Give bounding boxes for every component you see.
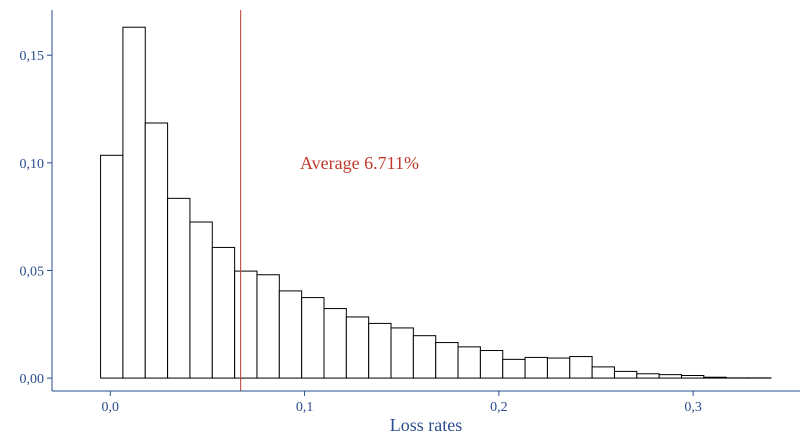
histogram-bar — [636, 373, 660, 379]
x-tick-label: 0,3 — [684, 400, 702, 415]
y-tick-label: 0,10 — [20, 157, 45, 172]
histogram-bar — [524, 356, 548, 379]
histogram-bar — [390, 327, 414, 379]
histogram-bar — [368, 322, 392, 379]
histogram-bar — [144, 122, 169, 379]
histogram-bar — [658, 374, 682, 379]
histogram-bar — [100, 154, 124, 379]
histogram-bar — [189, 221, 213, 379]
histogram-bar — [680, 375, 705, 379]
x-tick-label: 0,0 — [102, 400, 120, 415]
histogram-bar — [546, 357, 571, 379]
ticks-layer: 0,00 0,05 0,10 0,15 0,0 0,1 0,2 0,3 — [20, 49, 702, 415]
histogram-bar — [613, 370, 638, 379]
histogram-bar — [211, 246, 236, 379]
histogram-bar — [234, 270, 258, 379]
histogram-bar — [412, 335, 437, 379]
histogram-bar — [323, 308, 347, 379]
histogram-bar — [479, 350, 504, 379]
histogram-bar — [345, 316, 370, 379]
histogram-bar — [435, 342, 459, 379]
histogram-bar — [256, 274, 280, 379]
x-axis-title: Loss rates — [390, 415, 462, 435]
average-annotation: Average 6.711% — [300, 153, 419, 173]
y-tick-label: 0,05 — [20, 264, 45, 279]
x-tick-label: 0,2 — [490, 400, 508, 415]
histogram-bar — [703, 376, 727, 379]
histogram-bar — [122, 26, 146, 379]
histogram-bar — [502, 358, 526, 379]
histogram-bar — [569, 356, 593, 379]
histogram-bar — [301, 297, 325, 379]
y-tick-label: 0,00 — [20, 372, 45, 387]
histogram-bar — [591, 366, 615, 379]
histogram-bar — [167, 197, 191, 379]
y-tick-label: 0,15 — [20, 49, 45, 64]
histogram-bar — [278, 290, 303, 379]
x-tick-label: 0,1 — [296, 400, 314, 415]
bars-layer — [100, 26, 772, 379]
histogram-bar — [457, 346, 481, 379]
